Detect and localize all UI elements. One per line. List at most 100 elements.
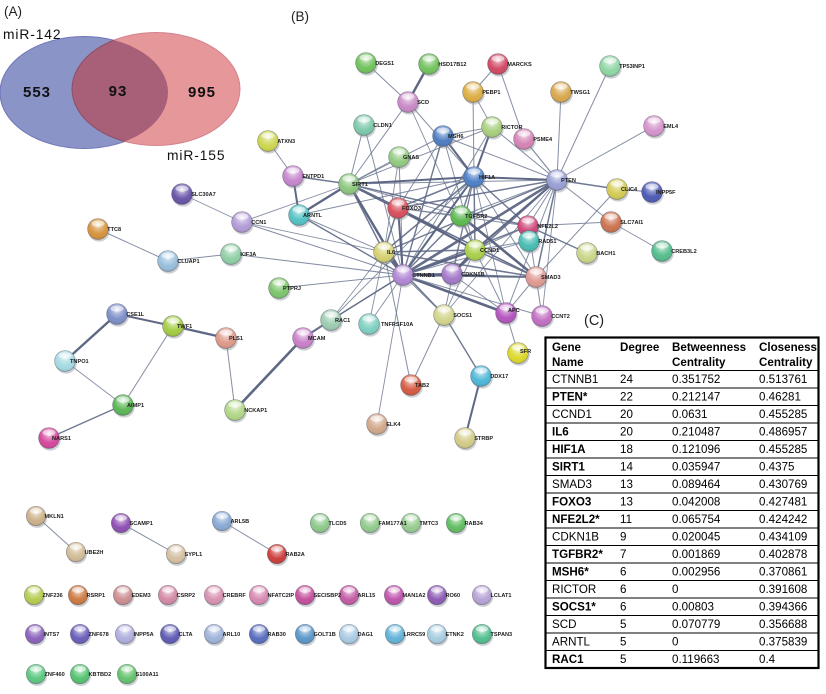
svg-text:CCNT2: CCNT2: [551, 314, 570, 320]
svg-text:0.424242: 0.424242: [759, 513, 807, 526]
svg-text:0.434109: 0.434109: [759, 531, 807, 544]
svg-text:MSH6*: MSH6*: [552, 566, 589, 579]
svg-text:0.486957: 0.486957: [759, 426, 807, 439]
svg-text:0: 0: [672, 636, 678, 649]
svg-text:9: 9: [620, 531, 626, 544]
svg-text:PTPRJ: PTPRJ: [283, 286, 301, 292]
svg-text:LCLAT1: LCLAT1: [491, 593, 512, 599]
svg-text:20: 20: [620, 408, 633, 421]
svg-text:SOCS1: SOCS1: [453, 313, 472, 319]
svg-text:93: 93: [109, 83, 128, 100]
svg-text:HIF1A: HIF1A: [552, 443, 586, 456]
svg-text:MSH6: MSH6: [448, 134, 464, 140]
svg-text:DEGS1: DEGS1: [375, 61, 394, 67]
svg-text:UBE2H: UBE2H: [85, 550, 104, 556]
svg-text:(C): (C): [584, 313, 604, 329]
svg-text:Centrality: Centrality: [672, 356, 726, 369]
svg-text:0.402878: 0.402878: [759, 548, 807, 561]
svg-text:ZNF460: ZNF460: [45, 672, 65, 678]
svg-text:PLS1: PLS1: [229, 336, 243, 342]
svg-text:EML4: EML4: [663, 124, 679, 130]
svg-text:SIRT1: SIRT1: [352, 182, 368, 188]
svg-text:RSRP1: RSRP1: [87, 593, 106, 599]
svg-text:6: 6: [620, 601, 626, 614]
svg-text:Centrality: Centrality: [759, 356, 813, 369]
svg-text:NFATC2IP: NFATC2IP: [268, 593, 295, 599]
svg-text:ELK4: ELK4: [386, 422, 401, 428]
svg-text:Degree: Degree: [620, 341, 660, 354]
svg-text:DDX17: DDX17: [490, 374, 508, 380]
svg-text:RAB30: RAB30: [268, 632, 286, 638]
svg-text:NARS1: NARS1: [52, 436, 71, 442]
svg-text:RICTOR: RICTOR: [501, 125, 522, 131]
svg-text:SOCS1*: SOCS1*: [552, 601, 596, 614]
svg-text:miR-142: miR-142: [3, 27, 61, 42]
svg-text:TSPAN3: TSPAN3: [491, 632, 513, 638]
svg-text:Betweenness: Betweenness: [672, 341, 746, 354]
svg-text:LRRC59: LRRC59: [404, 632, 426, 638]
svg-text:KBTBD2: KBTBD2: [89, 672, 112, 678]
svg-text:0.042008: 0.042008: [672, 496, 720, 509]
svg-text:RO60: RO60: [446, 593, 461, 599]
svg-text:CTNNB1: CTNNB1: [412, 273, 435, 279]
svg-text:CDKN1B: CDKN1B: [552, 531, 599, 544]
svg-text:0.455285: 0.455285: [759, 408, 807, 421]
svg-text:SCD: SCD: [552, 618, 576, 631]
svg-text:CTNNB1: CTNNB1: [552, 373, 598, 386]
svg-text:18: 18: [620, 443, 633, 456]
svg-text:CREB3L2: CREB3L2: [671, 249, 697, 255]
svg-text:PSME4: PSME4: [533, 137, 553, 143]
svg-text:11: 11: [620, 513, 632, 526]
svg-text:0.4375: 0.4375: [759, 461, 794, 474]
svg-text:INPP5F: INPP5F: [656, 190, 676, 196]
svg-text:0.00803: 0.00803: [672, 601, 714, 614]
svg-text:0.351752: 0.351752: [672, 373, 720, 386]
svg-text:SYPL1: SYPL1: [185, 552, 203, 558]
svg-text:SFR: SFR: [520, 349, 531, 355]
svg-text:IL6: IL6: [387, 250, 395, 256]
svg-text:0.513761: 0.513761: [759, 373, 807, 386]
svg-text:STRBP: STRBP: [474, 436, 493, 442]
svg-text:BACH1: BACH1: [596, 251, 615, 257]
svg-text:20: 20: [620, 426, 633, 439]
svg-text:553: 553: [23, 84, 51, 101]
svg-text:SLC7AI1: SLC7AI1: [620, 220, 643, 226]
svg-text:CLUAP1: CLUAP1: [177, 259, 199, 265]
svg-text:6: 6: [620, 566, 626, 579]
svg-text:0.002956: 0.002956: [672, 566, 720, 579]
svg-text:6: 6: [620, 583, 626, 596]
svg-text:FAM177A1: FAM177A1: [379, 521, 407, 527]
svg-text:0.427481: 0.427481: [759, 496, 807, 509]
svg-text:TWF1: TWF1: [177, 324, 192, 330]
svg-text:MCAM: MCAM: [308, 336, 326, 342]
svg-text:0: 0: [672, 583, 678, 596]
svg-text:5: 5: [620, 618, 626, 631]
svg-text:RAC1: RAC1: [552, 653, 584, 666]
svg-text:NFE2L2: NFE2L2: [537, 224, 558, 230]
svg-text:0.46281: 0.46281: [759, 391, 801, 404]
svg-text:ARL5B: ARL5B: [231, 519, 250, 525]
svg-text:0.370861: 0.370861: [759, 566, 807, 579]
svg-text:CLTA: CLTA: [179, 632, 193, 638]
svg-text:FOXO3: FOXO3: [402, 206, 421, 212]
svg-text:RAB34: RAB34: [465, 521, 484, 527]
svg-text:ENTPD1: ENTPD1: [302, 174, 324, 180]
svg-text:14: 14: [620, 461, 633, 474]
svg-text:0.430769: 0.430769: [759, 478, 807, 491]
svg-text:NCKAP1: NCKAP1: [244, 408, 267, 414]
svg-text:TNPO1: TNPO1: [70, 359, 89, 365]
svg-text:0.212147: 0.212147: [672, 391, 720, 404]
svg-text:CCN1: CCN1: [251, 220, 266, 226]
svg-text:0.065754: 0.065754: [672, 513, 721, 526]
svg-text:TTC8: TTC8: [107, 227, 121, 233]
svg-text:RICTOR: RICTOR: [552, 583, 596, 596]
svg-text:0.119663: 0.119663: [672, 653, 720, 666]
svg-text:KIF3A: KIF3A: [240, 252, 256, 258]
svg-text:0.4: 0.4: [759, 653, 776, 666]
svg-text:Closeness: Closeness: [759, 341, 817, 354]
svg-text:INPP5A: INPP5A: [134, 632, 154, 638]
svg-text:GOLT1B: GOLT1B: [314, 632, 336, 638]
svg-text:MAN1A2: MAN1A2: [403, 593, 426, 599]
svg-text:0.035947: 0.035947: [672, 461, 720, 474]
svg-text:TGFBR2: TGFBR2: [465, 214, 487, 220]
